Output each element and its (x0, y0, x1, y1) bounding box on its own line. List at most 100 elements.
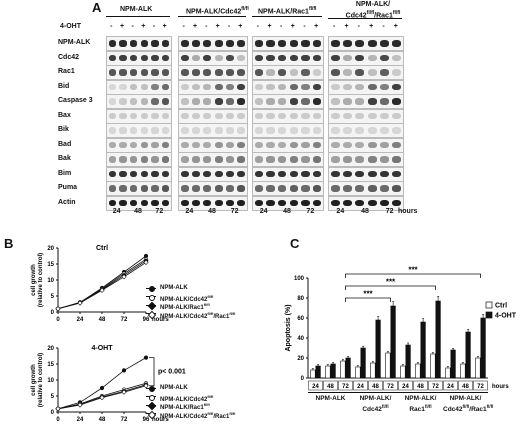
blot-band (342, 54, 353, 61)
blot-caspase-3-group3 (252, 94, 324, 109)
blot-bax-group2 (178, 108, 248, 124)
blot-band (151, 98, 159, 105)
blot-band (379, 40, 390, 47)
blot-actin-group2 (178, 195, 248, 211)
blot-band (140, 156, 149, 163)
timepoint-label: 24 (259, 208, 268, 215)
y-tick-label: 10 (47, 378, 54, 384)
blot-band (161, 69, 170, 76)
blot-band (161, 199, 170, 206)
blot-band (225, 185, 235, 192)
blot-band (355, 170, 365, 177)
bar-ctrl (430, 353, 436, 379)
blot-bid-group1 (106, 79, 172, 95)
legend-marker-symbol (147, 410, 157, 419)
blot-band (119, 141, 127, 148)
blot-band (342, 83, 353, 90)
blot-band (161, 156, 170, 163)
blot-band (367, 199, 377, 206)
timepoint-label: 48 (327, 384, 334, 390)
blot-band (342, 141, 353, 148)
blot-band (355, 69, 365, 76)
blot-band (237, 199, 246, 206)
significance-stars: *** (386, 278, 396, 287)
blot-band (161, 185, 170, 192)
timepoint-box (398, 380, 413, 391)
blot-band (214, 156, 223, 163)
blot-band (330, 40, 340, 47)
blot-bad-group1 (106, 137, 172, 153)
data-point (77, 300, 83, 306)
panel-b-letter: B (4, 236, 14, 251)
blot-band (140, 54, 149, 61)
blot-band (180, 54, 189, 61)
blot-band (191, 112, 201, 119)
group-label-4: NPM-ALK/Cdc42fl/fl/Rac1fl/fl (443, 392, 493, 414)
blot-band (330, 185, 340, 192)
blot-band (237, 156, 246, 163)
group-label-line2: Cdc42 (362, 406, 382, 414)
blot-bak-group2 (178, 152, 248, 167)
blot-band (151, 54, 159, 61)
blot-bad-group4 (328, 137, 404, 153)
blot-band (379, 98, 390, 105)
y-axis-label: cell growth(relative to control) (31, 353, 44, 407)
treatment-sign: - (357, 23, 360, 30)
blot-band (367, 156, 377, 163)
blot-band (312, 185, 322, 192)
significance-bracket (345, 285, 436, 290)
legend-text: NPM-ALK/Cdc42 (160, 313, 208, 320)
blot-band (355, 199, 365, 206)
blot-band (266, 170, 275, 177)
treatment-sign: - (279, 23, 283, 30)
y-tick-label: 0 (301, 376, 305, 382)
blot-band (312, 170, 322, 177)
blot-band (108, 112, 117, 119)
legend-text: NPM-ALK/Rac1 (160, 405, 204, 411)
group-label-line3: /Rac1 (469, 406, 487, 414)
blot-band (119, 83, 127, 90)
blot-band (289, 54, 299, 61)
blot-band (161, 54, 170, 61)
y-axis-label: cell growth(relative to control) (31, 253, 44, 307)
legend-marker (146, 301, 157, 311)
panel-c-letter: C (290, 236, 300, 251)
bar-ctrl (415, 363, 421, 379)
group-header-4-rac1: /Rac1 (374, 12, 393, 20)
group-header-underline-1 (106, 16, 170, 17)
blot-band (312, 83, 322, 90)
blot-band (392, 83, 402, 90)
blot-band (140, 185, 149, 192)
blot-band (161, 98, 170, 105)
blot-band (355, 83, 365, 90)
legend-text: NPM-ALK (160, 285, 188, 291)
blot-band (180, 98, 189, 105)
group-header-2-sup: fl/fl (241, 6, 249, 12)
blot-band (129, 54, 138, 61)
blot-band (367, 83, 377, 90)
group-header-4-sup2: fl/fl (392, 10, 401, 16)
blot-band (367, 98, 377, 105)
blot-band (237, 141, 246, 148)
blot-band (119, 185, 127, 192)
blot-actin-group4 (328, 195, 404, 211)
group-label-1: NPM-ALK (308, 392, 353, 403)
growth-chart-4-oht: 0 5 10 15 20 0 24 48 72 96 hours 4-OHT cell growth(r… (31, 345, 186, 423)
timepoint-box (323, 380, 338, 391)
legend-sup: fl/fl (229, 410, 236, 416)
blot-puma-group1 (106, 181, 172, 196)
x-tick-label: 48 (99, 317, 106, 323)
blot-band (237, 185, 246, 192)
y-tick-label: 20 (297, 356, 304, 362)
blot-bid-group2 (178, 79, 248, 95)
blot-band (392, 156, 402, 163)
blot-band (392, 127, 402, 134)
blot-band (214, 127, 223, 134)
blot-rac1-group2 (178, 65, 248, 80)
legend-sup: fl/fl (203, 302, 210, 307)
blot-band (355, 141, 365, 148)
row-label-npm-alk: NPM-ALK (58, 39, 91, 46)
legend-marker-symbol (149, 394, 155, 401)
blot-band (342, 156, 353, 163)
legend-text-mid: /Rac1 (213, 313, 230, 320)
